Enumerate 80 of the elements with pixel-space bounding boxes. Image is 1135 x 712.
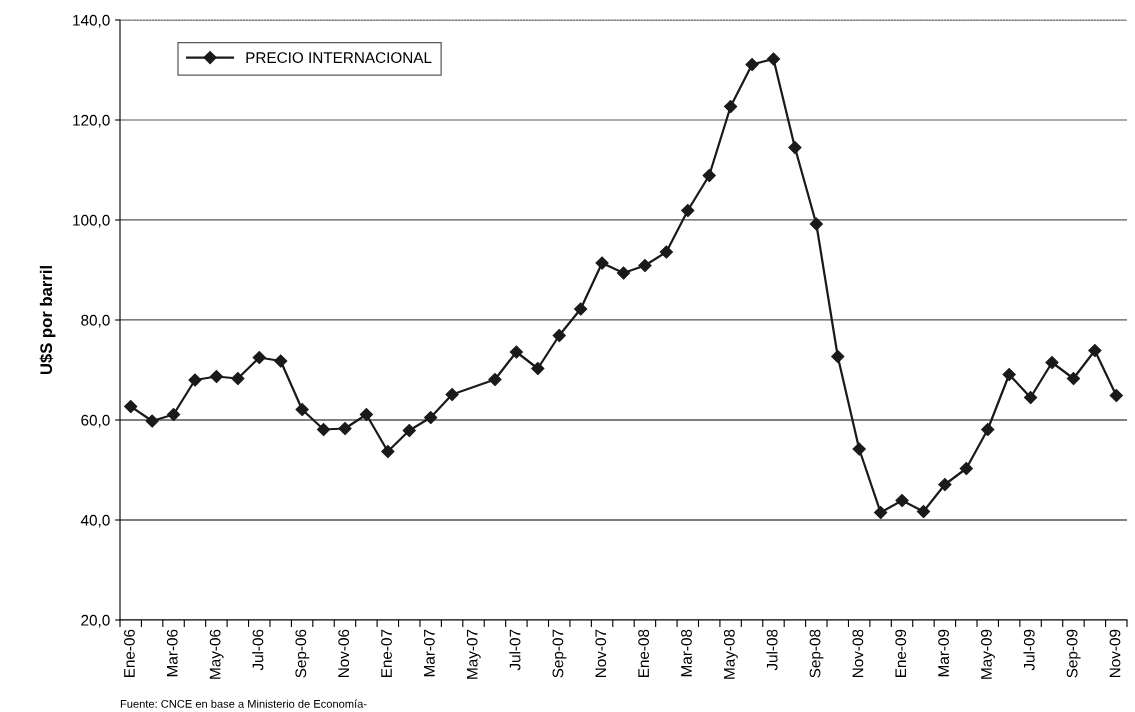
x-tick-label: Nov-08 [852, 629, 864, 677]
point [166, 407, 181, 422]
point [231, 371, 245, 386]
x-tick-label: Sep-07 [552, 629, 567, 678]
x-tick-label: Ene-06 [124, 629, 135, 678]
x-tick-label: Jul-09 [1023, 629, 1035, 671]
point [124, 399, 138, 414]
y-tick-label: 60,0 [81, 414, 110, 428]
point [724, 99, 738, 114]
y-tick-label: 80,0 [81, 314, 110, 328]
point [488, 372, 502, 387]
point [531, 361, 545, 376]
x-tick-label: May-06 [209, 629, 224, 679]
point [209, 369, 224, 384]
x-tick-label: Mar-07 [423, 629, 435, 677]
x-tick-label: Jul-08 [766, 629, 778, 671]
point [338, 421, 352, 436]
point [445, 387, 459, 402]
point [616, 266, 631, 280]
x-tick-label: Jul-07 [509, 629, 521, 671]
point [145, 414, 159, 428]
x-tick-label: Mar-09 [938, 629, 949, 677]
point [981, 422, 995, 437]
point [552, 328, 566, 343]
x-tick-label: May-08 [723, 629, 738, 679]
point [938, 477, 952, 492]
point [274, 354, 288, 368]
x-tick-label: Ene-07 [381, 629, 392, 678]
x-tick-label: Nov-09 [1109, 629, 1121, 677]
point [595, 256, 609, 270]
x-tick-label: Nov-07 [595, 629, 607, 677]
x-tick-label: Ene-08 [638, 629, 650, 678]
point [809, 217, 823, 231]
point [702, 168, 716, 183]
x-tick-label: Sep-09 [1066, 629, 1081, 678]
x-tick-label: Ene-09 [895, 629, 907, 678]
point [424, 410, 438, 425]
point [831, 349, 845, 364]
x-tick-label: Jul-06 [252, 629, 264, 671]
point [252, 350, 266, 365]
point [1109, 388, 1123, 403]
point [852, 442, 866, 456]
point [509, 345, 523, 359]
point [959, 461, 973, 476]
point [1002, 367, 1016, 382]
source-note: Fuente: CNCE en base a Ministerio de Economía- [120, 699, 367, 708]
point [916, 504, 931, 519]
point [874, 505, 888, 520]
y-axis-title: U$S por barril [39, 266, 56, 375]
point [1023, 390, 1038, 405]
point [188, 373, 202, 387]
x-tick-label: Nov-06 [338, 629, 350, 677]
point [638, 258, 652, 273]
point [295, 402, 309, 417]
y-tick-label: 100,0 [73, 214, 110, 228]
point [402, 423, 416, 438]
x-tick-label: Mar-06 [166, 629, 178, 677]
point [1066, 371, 1081, 386]
x-tick-label: May-09 [981, 629, 995, 679]
x-tick-label: Mar-08 [681, 629, 692, 677]
point [381, 444, 395, 459]
point [574, 302, 588, 316]
x-tick-label: Sep-06 [295, 629, 310, 678]
point [788, 140, 802, 155]
point [745, 57, 759, 72]
y-tick-label: 40,0 [80, 514, 110, 528]
y-tick-label: 140,0 [73, 14, 110, 28]
legend-label: PRECIO INTERNACIONAL [246, 52, 432, 64]
point [316, 422, 331, 437]
y-tick-label: 20,0 [81, 614, 110, 628]
point [1088, 343, 1102, 358]
point [1045, 355, 1059, 370]
point [659, 245, 673, 259]
point [766, 52, 781, 66]
x-tick-label: May-07 [466, 629, 481, 679]
x-tick-label: Sep-08 [809, 629, 824, 678]
y-tick-label: 120,0 [73, 114, 110, 128]
point [359, 407, 373, 422]
point [681, 203, 695, 218]
point [895, 493, 909, 508]
